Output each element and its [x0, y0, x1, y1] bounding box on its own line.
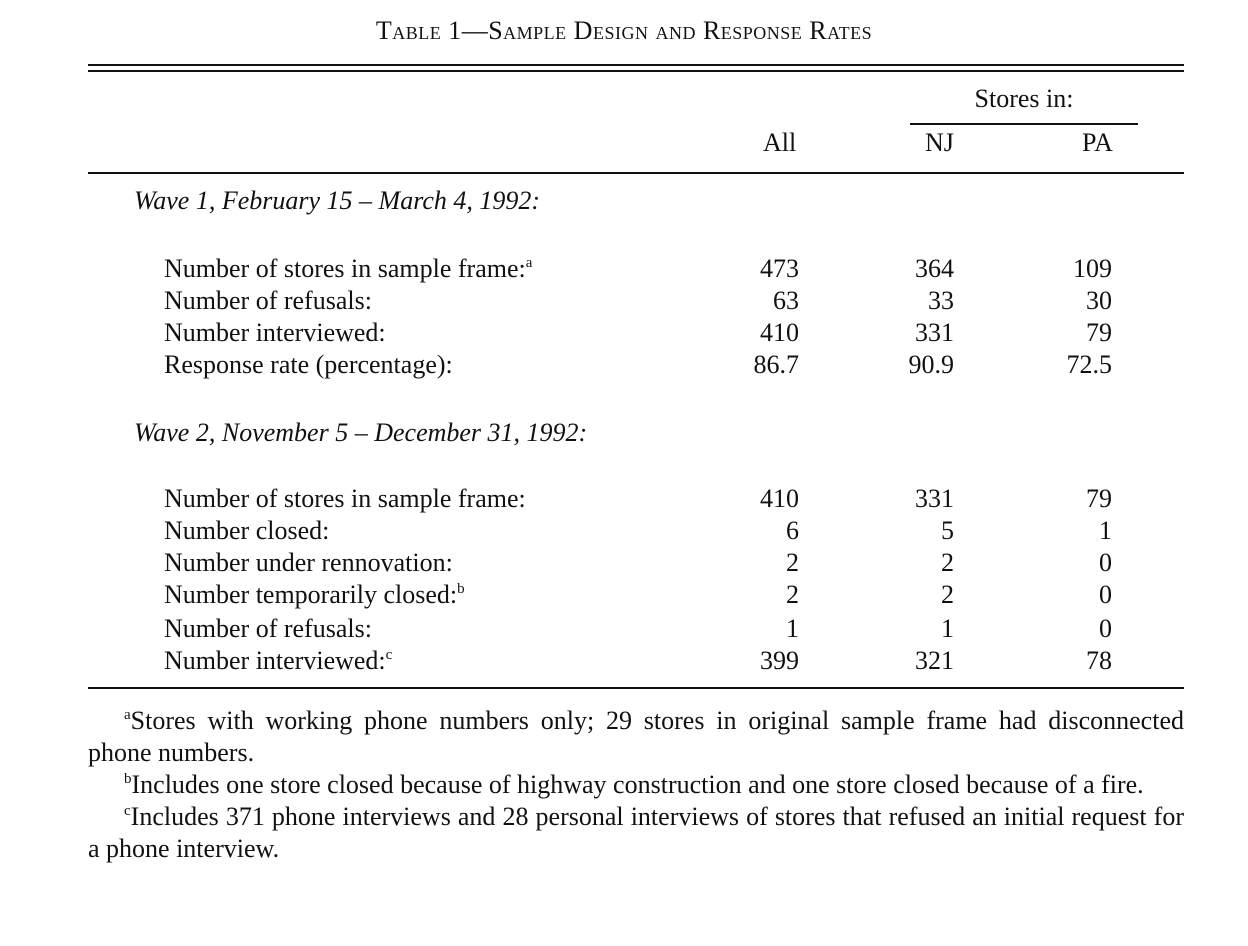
- cell-all: 63: [773, 286, 799, 315]
- stores-in-header: Stores in:: [974, 84, 1074, 113]
- cell-all: 6: [786, 516, 799, 545]
- footnote-b: bIncludes one store closed because of hi…: [88, 769, 1184, 801]
- row-label: Number interviewed:c: [164, 646, 393, 675]
- cell-pa: 1: [1099, 516, 1112, 545]
- row-label: Number of refusals:: [164, 614, 372, 643]
- table-row: Number of stores in sample frame:a 473 3…: [0, 254, 1248, 286]
- cell-all: 410: [760, 484, 799, 513]
- cell-nj: 331: [915, 484, 954, 513]
- cell-pa: 0: [1099, 580, 1112, 609]
- footnote-mark: c: [124, 803, 131, 819]
- cell-nj: 5: [941, 516, 954, 545]
- footnote-c: cIncludes 371 phone interviews and 28 pe…: [88, 801, 1184, 865]
- cell-pa: 30: [1086, 286, 1112, 315]
- cell-pa: 79: [1086, 484, 1112, 513]
- row-label: Number interviewed:: [164, 318, 386, 347]
- cell-nj: 90.9: [908, 350, 955, 379]
- column-header-pa: PA: [1082, 128, 1113, 157]
- cell-nj: 2: [941, 580, 954, 609]
- cell-pa: 0: [1099, 548, 1112, 577]
- table-row: Number interviewed:c 399 321 78: [0, 646, 1248, 678]
- footnote-mark: c: [385, 647, 393, 663]
- table-row: Number temporarily closed:b 2 2 0: [0, 580, 1248, 612]
- cell-all: 2: [786, 548, 799, 577]
- footnote-text: Stores with working phone numbers only; …: [88, 706, 1184, 767]
- top-rule: [88, 64, 1184, 66]
- row-label: Response rate (percentage):: [164, 350, 453, 379]
- row-label: Number under rennovation:: [164, 548, 453, 577]
- table-row: Number interviewed: 410 331 79: [0, 318, 1248, 350]
- footnote-a: aStores with working phone numbers only;…: [88, 705, 1184, 769]
- table-row: Number of stores in sample frame: 410 33…: [0, 484, 1248, 516]
- cell-all: 473: [760, 254, 799, 283]
- cell-pa: 72.5: [1066, 350, 1113, 379]
- cell-all: 2: [786, 580, 799, 609]
- table-row: Response rate (percentage): 86.7 90.9 72…: [0, 350, 1248, 382]
- top-rule-second: [88, 70, 1184, 72]
- bottom-rule: [88, 687, 1184, 689]
- table-row: Number closed: 6 5 1: [0, 516, 1248, 548]
- cell-nj: 2: [941, 548, 954, 577]
- table-row: Number of refusals: 1 1 0: [0, 614, 1248, 646]
- row-label: Number closed:: [164, 516, 330, 545]
- cell-all: 410: [760, 318, 799, 347]
- row-label: Number of refusals:: [164, 286, 372, 315]
- cell-nj: 33: [928, 286, 954, 315]
- cell-nj: 1: [941, 614, 954, 643]
- row-label: Number temporarily closed:b: [164, 580, 465, 609]
- cell-pa: 0: [1099, 614, 1112, 643]
- cell-pa: 78: [1086, 646, 1112, 675]
- footnote-mark: a: [124, 707, 131, 723]
- footnote-text: Includes 371 phone interviews and 28 per…: [88, 802, 1184, 863]
- column-header-nj: NJ: [925, 128, 954, 157]
- column-header-all: All: [763, 128, 797, 157]
- cell-all: 399: [760, 646, 799, 675]
- cell-nj: 331: [915, 318, 954, 347]
- row-label: Number of stores in sample frame:: [164, 484, 526, 513]
- table-row: Number of refusals: 63 33 30: [0, 286, 1248, 318]
- cell-pa: 109: [1073, 254, 1112, 283]
- row-label: Number of stores in sample frame:a: [164, 254, 533, 283]
- cell-pa: 79: [1086, 318, 1112, 347]
- table-row: Number under rennovation: 2 2 0: [0, 548, 1248, 580]
- footnote-mark: b: [124, 771, 132, 787]
- header-rule: [88, 172, 1184, 174]
- table-title: Table 1—Sample Design and Response Rates: [375, 16, 873, 45]
- footnotes: aStores with working phone numbers only;…: [88, 705, 1184, 865]
- cell-all: 86.7: [753, 350, 800, 379]
- cell-nj: 364: [915, 254, 954, 283]
- wave-1-heading: Wave 1, February 15 – March 4, 1992:: [134, 186, 541, 215]
- stores-in-spanner-rule: [910, 123, 1138, 125]
- footnote-mark: b: [457, 581, 465, 597]
- cell-all: 1: [786, 614, 799, 643]
- wave-2-heading: Wave 2, November 5 – December 31, 1992:: [134, 418, 588, 447]
- cell-nj: 321: [915, 646, 954, 675]
- footnote-mark: a: [525, 255, 533, 271]
- footnote-text: Includes one store closed because of hig…: [131, 770, 1144, 799]
